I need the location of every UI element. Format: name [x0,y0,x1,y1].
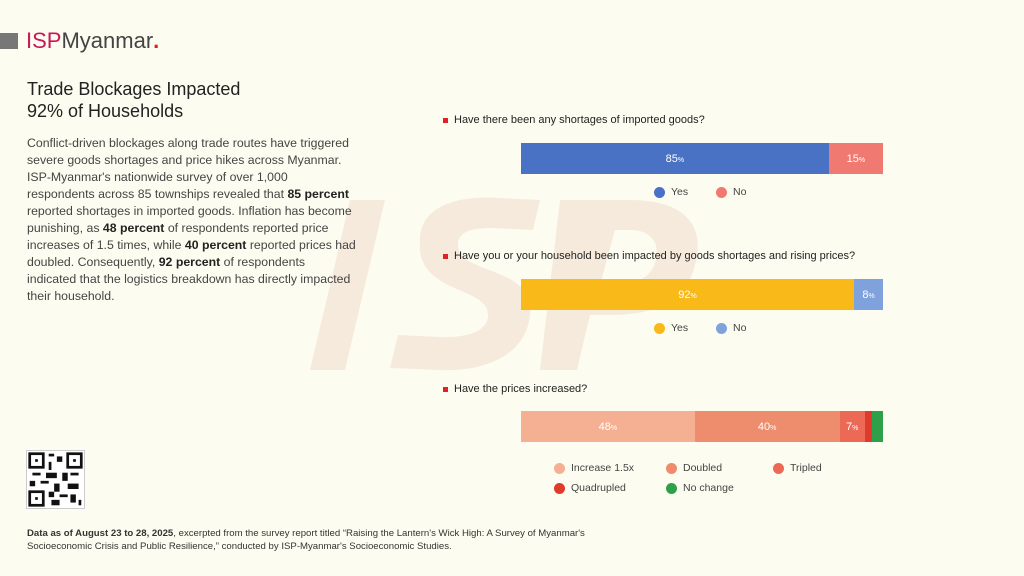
bar-segment-no-change [872,411,883,442]
legend-item: No [716,322,746,334]
data-label: 7% [846,420,859,433]
legend-label: Tripled [790,462,822,474]
legend-item: Increase 1.5x [554,462,634,474]
chart-question: Have there been any shortages of importe… [443,114,705,126]
legend-label: Doubled [683,462,723,474]
logo-mark [0,33,18,49]
legend-swatch-icon [666,482,677,494]
bar-segment-doubled: 40% [694,411,840,442]
legend-label: No [733,186,747,198]
footer-source: Data as of August 23 to 28, 2025, excerp… [27,528,585,552]
bullet-marker [443,117,448,123]
legend-item: Tripled [773,462,822,474]
bullet-marker [443,253,448,259]
bar-segment-tripled: 7% [839,411,865,442]
data-label: 40% [757,420,777,433]
legend-label: Increase 1.5x [571,462,635,474]
legend-swatch-icon [773,462,784,474]
bar-segment-no: 8% [854,279,883,310]
qr-code[interactable] [26,450,85,509]
bullet-marker [443,386,448,392]
legend-swatch-icon [554,482,565,494]
legend-item: Quadrupled [554,482,626,494]
legend-swatch-icon [716,322,727,334]
bar-segment-yes: 85% [521,143,829,174]
bar-segment-increase-1-5x: 48% [521,411,695,442]
stacked-bar: 85% 15% [521,143,883,174]
data-label: 48% [598,420,618,433]
logo-name: Myanmar [61,28,154,53]
data-label: 15% [846,152,866,165]
bar-segment-yes: 92% [521,279,855,310]
stacked-bar: 48% 40% 7% [521,411,883,442]
logo-isp: ISP [26,28,62,53]
data-label: 92% [678,288,697,301]
chart-question: Have the prices increased? [443,383,587,395]
bar-segment-quadrupled [864,411,873,442]
legend-item: No [716,186,746,198]
stacked-bar: 92% 8% [521,279,883,310]
bar-segment-no: 15% [828,143,883,174]
legend-label: Yes [671,186,689,198]
logo-dot: . [153,28,160,53]
legend-item: Yes [654,186,688,198]
legend-swatch-icon [654,186,665,198]
legend-item: Doubled [666,462,722,474]
legend-item: Yes [654,322,688,334]
body-text: Conflict-driven blockages along trade ro… [27,136,356,303]
chart-title: Have there been any shortages of importe… [454,114,705,126]
chart-question: Have you or your household been impacted… [443,250,855,262]
chart-title: Have the prices increased? [454,383,588,395]
legend-item: No change [666,482,734,494]
legend-swatch-icon [716,186,727,198]
logo: ISP Myanmar . [0,28,159,54]
legend-swatch-icon [666,462,677,474]
legend-swatch-icon [554,462,565,474]
legend-label: Yes [671,322,689,334]
page-title: Trade Blockages Impacted 92% of Household… [27,78,327,122]
data-label: 8% [862,288,875,301]
data-label: 85% [665,152,685,165]
title-line-1: Trade Blockages Impacted [27,79,241,99]
legend-label: No change [683,482,734,494]
legend-label: Quadrupled [571,482,626,494]
legend-swatch-icon [654,322,665,334]
title-line-2: 92% of Households [27,101,184,121]
legend-label: No [733,322,747,334]
chart-title: Have you or your household been impacted… [454,250,856,262]
